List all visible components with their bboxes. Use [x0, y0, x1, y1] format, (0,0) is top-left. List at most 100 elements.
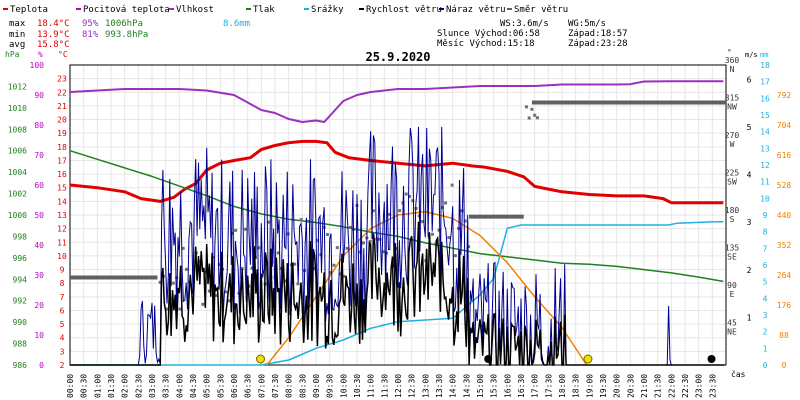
x-tick-label: 23:00 [695, 374, 704, 398]
wind-direction-point [201, 302, 205, 306]
stats-min-hum: 81% [82, 30, 99, 40]
time-unit: čas [731, 369, 746, 379]
pressure-tick: 1000 [8, 211, 27, 220]
x-axis-ticks: 00:00 00:30 01:00 01:30 02:00 02:30 03:00 03:30… [66, 374, 717, 398]
wind-direction-point [293, 262, 297, 266]
wind-gust-info: WG:5m/s [568, 19, 606, 29]
pressure-tick: 996 [13, 254, 28, 263]
x-tick-label: 21:00 [640, 374, 649, 398]
wind-direction-point [530, 107, 534, 111]
rain-tick: 5 [763, 278, 768, 287]
wind-tick: 2 [747, 266, 752, 275]
rain-tick: 3 [763, 311, 768, 320]
x-tick-label: 15:30 [490, 374, 499, 398]
wind-direction-point [368, 239, 372, 243]
stats-max-rain: 8.6mm [223, 19, 250, 29]
humidity-tick: 60 [34, 181, 44, 190]
temp-tick: 12 [57, 225, 67, 234]
hpa-unit: hPa [5, 50, 20, 59]
x-tick-label: 18:30 [572, 374, 581, 398]
x-tick-label: 17:30 [544, 374, 553, 398]
series-wind-speed-line [70, 221, 725, 366]
rain-tick: 18 [760, 61, 770, 70]
pressure-tick: 992 [13, 297, 28, 306]
rain-tick: 15 [760, 111, 770, 120]
rain-tick: 17 [760, 78, 770, 87]
rain-tick: 6 [763, 261, 768, 270]
series-vlhkost-line [69, 80, 724, 123]
x-tick-label: 10:30 [353, 374, 362, 398]
legend-label: Srážky [311, 5, 344, 15]
wind-direction-point [175, 276, 179, 280]
series-srky-line [70, 220, 724, 366]
wind-direction-point [440, 206, 444, 210]
stats-max-temp: 18.4°C [37, 19, 70, 29]
direction-label: W [730, 140, 735, 149]
wind-direction-point [394, 246, 398, 250]
pressure-tick: 1008 [8, 125, 27, 134]
direction-tick: 180 [725, 206, 740, 215]
temp-tick: 4 [60, 334, 65, 343]
pressure-tick: 986 [13, 361, 28, 370]
x-tick-label: 19:30 [599, 374, 608, 398]
stats-min-pres: 993.8hPa [105, 30, 148, 40]
temp-tick: 2 [60, 361, 65, 370]
wind-direction-point [342, 274, 346, 278]
wind-direction-point [381, 250, 385, 254]
direction-label: NE [727, 328, 737, 337]
x-tick-label: 13:00 [421, 374, 430, 398]
x-tick-label: 00:00 [66, 374, 75, 398]
temp-tick: 21 [57, 102, 67, 111]
direction-label: SW [727, 178, 737, 187]
x-tick-label: 16:30 [517, 374, 526, 398]
legend-label: Směr větru [514, 5, 568, 15]
wind-direction-point [447, 236, 451, 240]
wind-direction-point [339, 272, 343, 276]
pressure-tick: 1010 [8, 104, 27, 113]
moon-rise: Měsíc Východ:15:18 [437, 39, 535, 49]
pressure-tick: 1006 [8, 147, 27, 156]
stats-max-label: max [9, 19, 26, 29]
humidity-tick: 50 [34, 211, 44, 220]
solar-tick: 88 [779, 331, 789, 340]
pressure-tick: 994 [13, 275, 28, 284]
rain-tick: 4 [763, 294, 768, 303]
axes: 2345678910111213141516171819202122239869… [8, 56, 792, 370]
solar-tick: 440 [777, 211, 792, 220]
temp-tick: 9 [60, 266, 65, 275]
wind-direction-point [450, 183, 454, 187]
solar-tick: 792 [777, 91, 792, 100]
x-tick-label: 03:30 [162, 374, 171, 398]
temp-tick: 20 [57, 116, 67, 125]
sun-rise: Slunce Východ:06:58 [437, 29, 540, 39]
stats-min-temp: 13.9°C [37, 30, 70, 40]
direction-tick: 45 [727, 319, 737, 328]
temp-tick: 15 [57, 184, 67, 193]
x-tick-label: 07:00 [257, 374, 266, 398]
solar-tick: 0 [782, 361, 787, 370]
x-tick-label: 09:00 [312, 374, 321, 398]
x-tick-label: 07:30 [271, 374, 280, 398]
x-tick-label: 01:00 [93, 374, 102, 398]
rain-tick: 8 [763, 228, 768, 237]
wind-direction-point [463, 219, 467, 223]
wind-direction-point [421, 220, 425, 224]
temp-tick: 13 [57, 211, 67, 220]
x-tick-label: 15:00 [476, 374, 485, 398]
wind-tick: 5 [747, 123, 752, 132]
wind-tick: 1 [747, 313, 752, 322]
temp-tick: 10 [57, 252, 67, 261]
temp-tick: 7 [60, 293, 65, 302]
plot-area [69, 80, 726, 366]
x-tick-label: 05:00 [203, 374, 212, 398]
rain-tick: 14 [760, 128, 770, 137]
pct-unit: % [38, 50, 43, 59]
solar-tick: 352 [777, 241, 792, 250]
legend-label: Tlak [253, 5, 275, 15]
wind-direction-point [234, 228, 238, 232]
wind-direction-point [299, 218, 303, 222]
direction-tick: 225 [725, 169, 740, 178]
wind-direction-point [467, 245, 471, 249]
